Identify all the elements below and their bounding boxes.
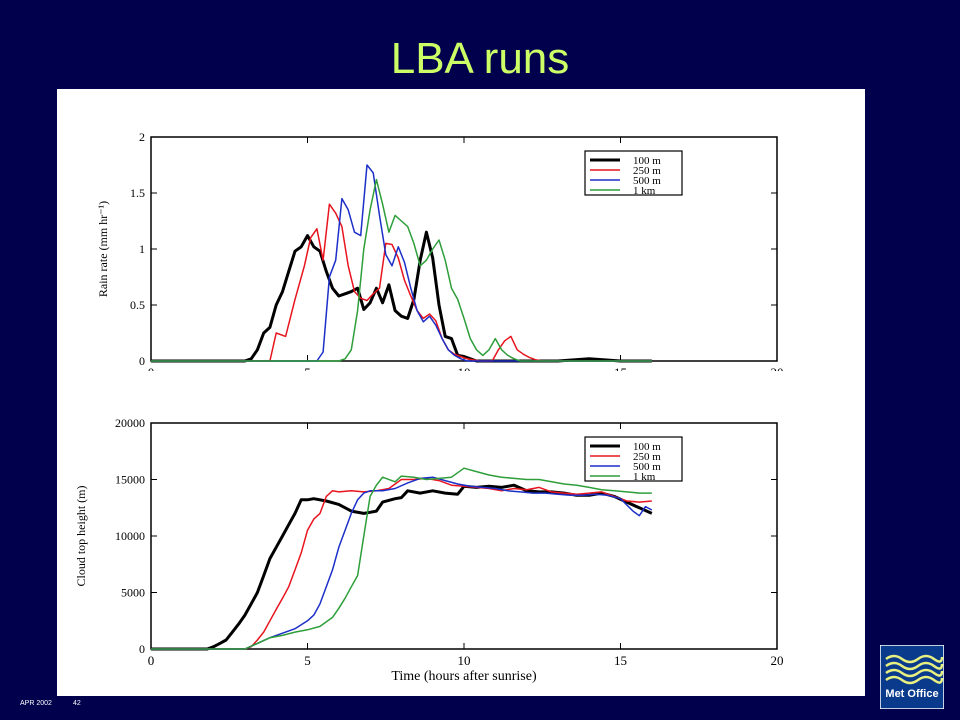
y-axis-label: Rain rate (mm hr⁻¹) (96, 201, 110, 297)
footer-date: APR 2002 (20, 700, 52, 707)
series-line-1-km (151, 178, 652, 362)
y-tick-label: 10000 (115, 529, 145, 543)
series-line-500-m (151, 164, 652, 362)
y-tick-label: 1.5 (130, 186, 145, 200)
x-tick-label: 5 (304, 365, 311, 374)
y-tick-label: 5000 (121, 586, 145, 600)
slide-title: LBA runs (390, 34, 570, 83)
met-office-logo-icon (880, 645, 944, 709)
plot-frame (150, 136, 778, 362)
y-tick-label: 1 (139, 242, 145, 256)
x-axis-label: Time (hours after sunrise) (391, 669, 537, 684)
met-office-logo-text: Met Office (885, 688, 939, 700)
legend-label: 100 m (633, 441, 661, 453)
y-tick-label: 15000 (115, 473, 145, 487)
series-line-100-m (151, 483, 653, 651)
y-tick-label: 20000 (115, 416, 145, 430)
figure-panel (57, 89, 865, 696)
series-line-500-m (151, 476, 653, 650)
legend-label: 250 m (633, 451, 661, 463)
series-line-1-km (151, 467, 652, 650)
series-line-250-m (151, 477, 652, 650)
series-line-250-m (151, 203, 652, 362)
legend-label: 250 m (633, 165, 661, 177)
legend-box (584, 436, 683, 482)
y-tick-label: 0 (139, 354, 145, 368)
panel-divider (57, 371, 865, 375)
legend-label: 1 km (633, 185, 656, 197)
x-tick-label: 0 (148, 653, 155, 668)
x-tick-label: 15 (614, 365, 627, 374)
footer-page-number: 42 (73, 700, 81, 707)
legend-label: 100 m (633, 155, 661, 167)
legend-label: 500 m (633, 461, 661, 473)
x-tick-label: 10 (458, 653, 471, 668)
y-axis-label: Cloud top height (m) (74, 486, 88, 587)
x-tick-label: 0 (148, 365, 155, 374)
x-tick-label: 15 (614, 653, 627, 668)
x-tick-label: 20 (771, 365, 784, 374)
x-tick-label: 20 (771, 653, 784, 668)
cloud-top-height-chart: 0 5 10 15 20 0 5000 10000 15000 20000 Cloud top he… (74, 416, 784, 684)
y-tick-label: 2 (139, 130, 145, 144)
legend-label: 1 km (633, 471, 656, 483)
x-tick-label: 10 (458, 365, 471, 374)
x-tick-label: 5 (304, 653, 311, 668)
y-tick-label: 0 (139, 642, 145, 656)
legend-label: 500 m (633, 175, 661, 187)
legend-box (584, 150, 683, 196)
y-tick-label: 0.5 (130, 298, 145, 312)
series-line-100-m (151, 230, 652, 363)
